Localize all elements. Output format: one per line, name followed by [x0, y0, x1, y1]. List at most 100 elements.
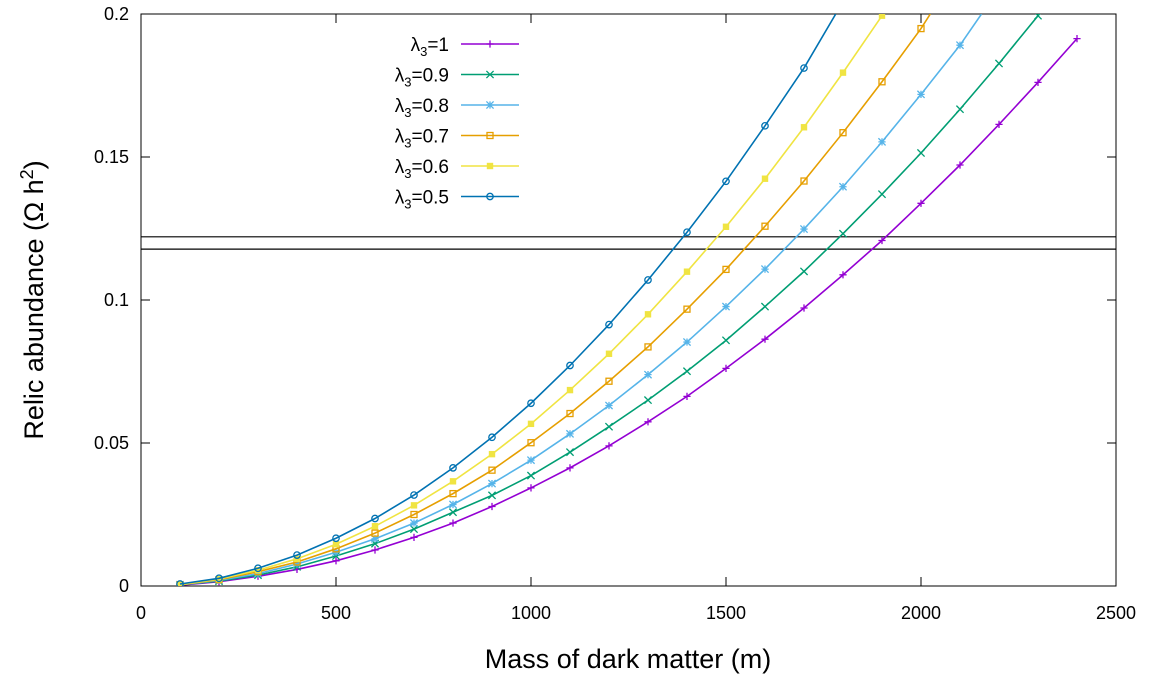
data-point [371, 529, 379, 537]
data-point [488, 466, 496, 474]
data-point [682, 337, 692, 347]
y-tick-label: 0.05 [94, 433, 129, 453]
y-axis-label-sup: 2 [17, 169, 37, 179]
series-4 [176, 14, 931, 586]
data-point [332, 541, 340, 548]
legend-label: λ3=0.7 [395, 127, 449, 151]
data-point [878, 236, 886, 245]
data-point [410, 533, 418, 541]
data-point [527, 439, 535, 447]
data-point [370, 534, 380, 543]
series-line [179, 14, 837, 585]
data-point [448, 500, 458, 509]
data-point [956, 161, 964, 169]
data-point [994, 59, 1004, 68]
data-point [683, 228, 691, 237]
data-point [253, 569, 263, 578]
data-point [410, 502, 418, 509]
data-point [605, 350, 613, 357]
data-point [955, 41, 965, 50]
data-point [371, 514, 379, 523]
data-point [800, 177, 808, 185]
series-5 [176, 14, 886, 586]
data-point [449, 464, 457, 472]
data-point [485, 70, 495, 79]
data-point [410, 510, 418, 519]
y-tick-label: 0.15 [94, 147, 129, 167]
data-point [409, 519, 419, 528]
data-point [955, 105, 965, 114]
data-point [643, 370, 653, 379]
x-tick-label: 1500 [706, 603, 746, 623]
data-point [722, 265, 730, 274]
legend: λ3=1 λ3=0.9 λ3=0.8 λ3=0.7 λ3=0.6 λ3=0.5 [395, 35, 519, 212]
series-line [179, 38, 1078, 586]
legend-label: λ3=0.6 [395, 157, 449, 181]
series-line [179, 14, 1040, 586]
plot-area [140, 13, 1117, 587]
data-point [254, 567, 262, 574]
data-point [526, 456, 536, 465]
data-point [332, 557, 340, 565]
legend-label: λ3=1 [411, 35, 449, 59]
data-point [526, 471, 536, 480]
data-point [605, 377, 613, 385]
data-point [449, 489, 457, 498]
x-tick-label: 2500 [1096, 603, 1136, 623]
data-point [643, 396, 653, 405]
data-point [995, 120, 1003, 128]
data-point [604, 401, 614, 410]
data-point [292, 559, 302, 569]
data-point [917, 199, 925, 207]
data-point [722, 364, 730, 372]
data-point [644, 276, 652, 284]
data-point [683, 268, 691, 275]
data-point [215, 574, 223, 583]
data-point [721, 302, 731, 311]
series-line [179, 14, 884, 586]
data-point [917, 24, 925, 33]
data-point [332, 534, 340, 543]
series-6 [176, 14, 837, 586]
data-point [760, 265, 770, 274]
data-point [527, 399, 535, 408]
data-point [1033, 14, 1043, 20]
data-point [878, 78, 886, 86]
data-point [449, 478, 457, 485]
data-point [566, 409, 574, 418]
x-tick-label: 500 [321, 603, 351, 623]
data-point [799, 225, 809, 234]
data-point [722, 223, 730, 230]
data-point [683, 392, 691, 400]
data-point [799, 267, 809, 276]
data-point [644, 418, 652, 426]
series-layer [175, 14, 1081, 586]
data-point [800, 124, 808, 131]
data-point [683, 305, 691, 313]
data-point [761, 121, 769, 130]
data-point [527, 484, 535, 492]
data-point [176, 580, 184, 586]
data-point [605, 320, 613, 329]
axis-ticks: 0 500 1000 1500 2000 2500 0 0.05 0.1 0.15 0.2 [94, 4, 1136, 623]
data-point [486, 131, 494, 140]
data-point [916, 90, 926, 99]
data-point [527, 420, 535, 428]
reference-lines [141, 236, 1116, 250]
data-point [293, 551, 301, 559]
y-tick-label: 0.1 [104, 290, 129, 310]
data-point [487, 479, 497, 488]
data-point [760, 302, 770, 311]
x-tick-label: 2000 [901, 603, 941, 623]
data-point [916, 148, 926, 158]
data-point [448, 508, 458, 517]
series-line [179, 14, 983, 586]
data-point [839, 69, 847, 76]
data-point [486, 162, 494, 170]
x-tick-label: 0 [136, 603, 146, 623]
legend-label: λ3=0.9 [395, 66, 449, 90]
series-line [179, 14, 931, 586]
data-point [485, 100, 495, 110]
data-point [838, 229, 848, 238]
